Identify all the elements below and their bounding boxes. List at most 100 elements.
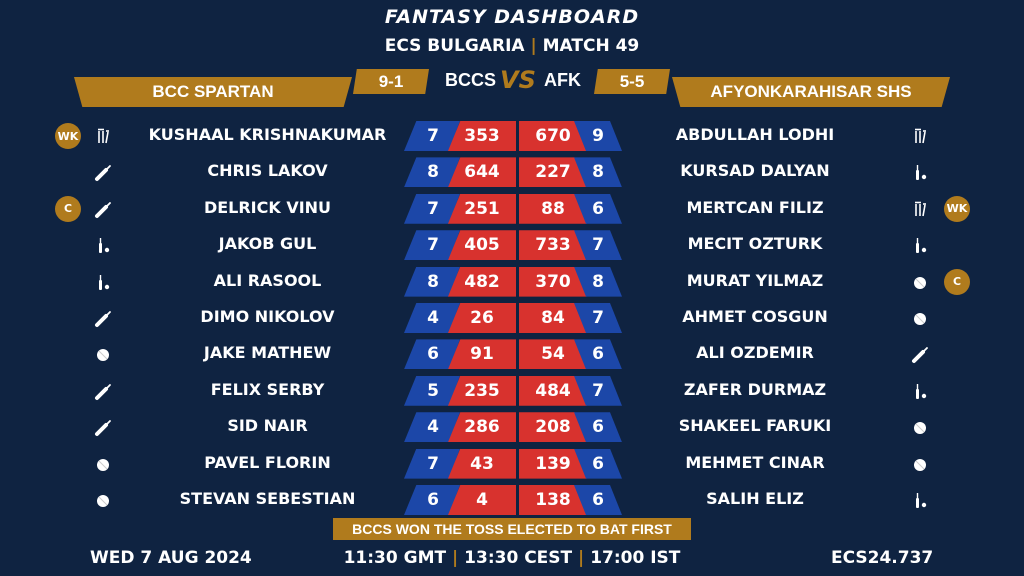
- points-value: 484: [535, 380, 571, 401]
- left-player-points: 43: [448, 448, 516, 479]
- left-player-name: JAKOB GUL: [218, 234, 317, 254]
- points-value: 251: [464, 198, 500, 219]
- left-team-banner: BCC SPARTAN: [74, 77, 352, 107]
- left-badge-wk: WK: [55, 123, 81, 149]
- left-player-name: STEVAN SEBESTIAN: [179, 489, 356, 508]
- rank-value: 9: [592, 126, 604, 146]
- points-value: 227: [535, 162, 571, 183]
- right-player-points: 670: [519, 121, 587, 151]
- bat-ball-icon: [93, 235, 113, 255]
- right-team-record: 5-5: [594, 69, 670, 94]
- rank-value: 6: [592, 198, 604, 219]
- match-date: WED 7 AUG 2024: [90, 548, 252, 568]
- points-value: 670: [535, 126, 571, 146]
- points-value: 138: [535, 490, 571, 510]
- right-player-name: MECIT OZTURK: [687, 234, 823, 254]
- ball-icon: [910, 272, 930, 292]
- left-player-points: 644: [448, 157, 516, 188]
- player-row: SID NAIR 4 286 208 6 SHAKEEL FARUKI: [0, 412, 1024, 443]
- time-cest: 13:30 CEST: [464, 548, 573, 568]
- points-value: 353: [464, 126, 500, 146]
- bat-icon: [93, 381, 113, 401]
- ball-icon: [910, 417, 930, 437]
- right-player-name: ALI OZDEMIR: [696, 343, 814, 363]
- rank-value: 6: [592, 417, 604, 438]
- right-player-name: ABDULLAH LODHI: [675, 125, 835, 144]
- bat-ball-icon: [93, 272, 113, 292]
- rank-value: 5: [427, 380, 439, 401]
- points-value: 139: [535, 453, 571, 474]
- points-value: 644: [464, 162, 500, 183]
- rank-value: 7: [427, 235, 439, 256]
- left-player-points: 4: [448, 485, 516, 515]
- player-row: DIMO NIKOLOV 4 26 84 7 AHMET COSGUN: [0, 303, 1024, 333]
- right-player-name: SALIH ELIZ: [706, 489, 804, 508]
- stumps-icon: [93, 126, 113, 146]
- bat-icon: [93, 199, 113, 219]
- ball-icon: [93, 490, 113, 510]
- right-player-points: 84: [519, 303, 587, 333]
- right-player-name: ZAFER DURMAZ: [683, 379, 827, 399]
- ball-icon: [910, 454, 930, 474]
- left-team-abbr: BCCS: [445, 70, 497, 90]
- rank-value: 7: [427, 198, 439, 219]
- left-player-points: 405: [448, 230, 516, 261]
- stumps-icon: [910, 126, 930, 146]
- points-value: 405: [464, 235, 500, 256]
- match-times: 11:30 GMT | 13:30 CEST | 17:00 IST: [343, 548, 681, 568]
- stumps-icon: [910, 199, 930, 219]
- rank-value: 6: [427, 344, 439, 365]
- bat-icon: [93, 417, 113, 437]
- right-player-name: SHAKEEL FARUKI: [678, 416, 832, 436]
- points-value: 54: [541, 344, 565, 365]
- left-player-name: KUSHAAL KRISHNAKUMAR: [148, 125, 387, 144]
- rank-value: 4: [427, 417, 439, 438]
- right-player-points: 484: [519, 375, 587, 406]
- points-value: 482: [464, 271, 500, 292]
- bat-ball-icon: [910, 381, 930, 401]
- left-player-name: ALI RASOOL: [213, 270, 322, 290]
- right-badge-wk: WK: [944, 195, 970, 222]
- bat-ball-icon: [910, 162, 930, 182]
- rank-value: 7: [427, 126, 439, 146]
- rank-value: 7: [592, 380, 604, 401]
- left-player-points: 251: [448, 193, 516, 224]
- right-team-abbr: AFK: [544, 70, 581, 90]
- left-player-name: JAKE MATHEW: [203, 343, 332, 363]
- right-player-points: 370: [519, 266, 587, 297]
- left-player-points: 353: [448, 121, 516, 151]
- time-gmt: 11:30 GMT: [343, 548, 447, 568]
- player-row: PAVEL FLORIN 7 43 139 6 MEHMET CINAR: [0, 448, 1024, 479]
- rank-value: 8: [592, 271, 604, 292]
- match-code: ECS24.737: [831, 548, 934, 568]
- player-row: ALI RASOOL 8 482 370 8 MURAT YILMAZ C: [0, 266, 1024, 297]
- right-team-banner: AFYONKARAHISAR SHS: [672, 77, 950, 107]
- right-player-name: AHMET COSGUN: [682, 307, 828, 326]
- toss-banner: BCCS WON THE TOSS ELECTED TO BAT FIRST: [333, 518, 691, 540]
- left-player-name: FELIX SERBY: [210, 379, 325, 399]
- bat-icon: [93, 308, 113, 328]
- points-value: 91: [470, 344, 494, 365]
- left-player-points: 286: [448, 412, 516, 443]
- rank-value: 8: [427, 271, 439, 292]
- ball-icon: [93, 344, 113, 364]
- points-value: 208: [535, 417, 571, 438]
- right-player-points: 138: [519, 485, 587, 515]
- points-value: 733: [535, 235, 571, 256]
- right-player-points: 88: [519, 193, 587, 224]
- bat-icon: [910, 344, 930, 364]
- points-value: 4: [476, 490, 488, 510]
- league-name: ECS BULGARIA: [384, 36, 525, 56]
- ball-icon: [93, 454, 113, 474]
- left-player-name: DELRICK VINU: [203, 197, 332, 217]
- player-row: JAKE MATHEW 6 91 54 6 ALI OZDEMIR: [0, 339, 1024, 370]
- vs-logo: VS: [500, 66, 536, 94]
- bat-icon: [93, 162, 113, 182]
- left-player-points: 482: [448, 266, 516, 297]
- left-player-name: CHRIS LAKOV: [207, 161, 328, 181]
- bat-ball-icon: [910, 235, 930, 255]
- points-value: 286: [464, 417, 500, 438]
- rank-value: 4: [427, 308, 439, 328]
- right-player-points: 54: [519, 339, 587, 370]
- left-player-points: 235: [448, 375, 516, 406]
